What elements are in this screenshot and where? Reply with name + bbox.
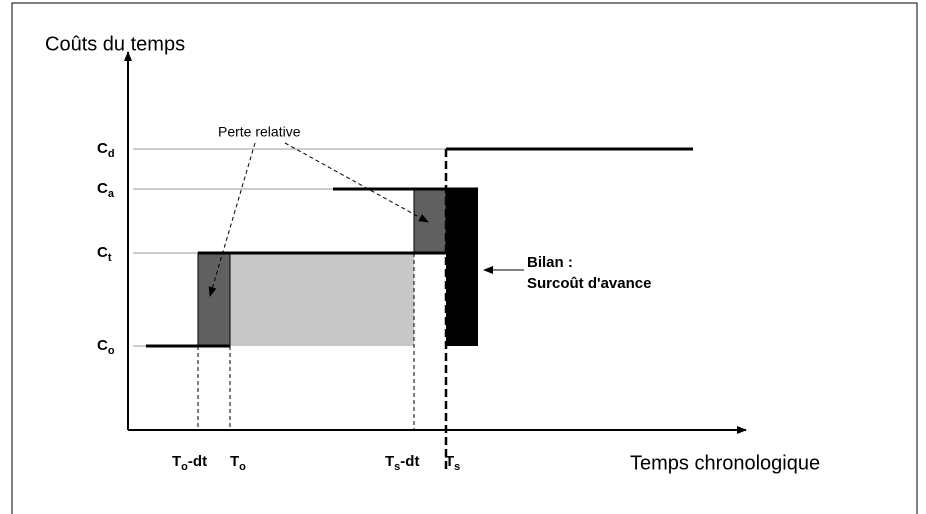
loss-area [413, 188, 447, 254]
label-sub: o [181, 461, 188, 473]
subscript-label: To-dt [172, 453, 207, 473]
balance-detail: Surcoût d'avance [527, 275, 651, 292]
balance-label: Bilan : [527, 254, 573, 271]
x-axis-label: Temps chronologique [630, 452, 820, 474]
loss-label: Perte relative [218, 124, 301, 140]
subscript-label: Ct [97, 244, 112, 264]
label-main: T [172, 453, 181, 470]
subscript-label: Ts-dt [385, 453, 419, 473]
loss-arrow [284, 142, 429, 223]
loss-area [197, 252, 231, 347]
label-main: T [385, 453, 394, 470]
label-sub: o [108, 345, 115, 357]
label-main: C [97, 337, 108, 354]
frame [11, 2, 918, 514]
label-sub: t [108, 252, 112, 264]
y-axis-label: Coûts du temps [45, 33, 185, 55]
label-sub: s [394, 461, 400, 473]
subscript-label: Co [97, 337, 115, 357]
label-suffix: -dt [400, 453, 419, 470]
time-lines [197, 253, 415, 430]
label-suffix: -dt [188, 453, 207, 470]
label-sub: a [108, 188, 115, 200]
label-sub: s [454, 461, 460, 473]
cost-area [230, 253, 414, 346]
loss-arrow [208, 142, 256, 297]
label-main: T [230, 453, 239, 470]
cost-lines [146, 147, 693, 348]
label-sub: o [239, 461, 246, 473]
subscript-label: Ts [445, 453, 460, 473]
label-main: C [97, 244, 108, 261]
label-sub: d [108, 148, 115, 160]
label-main: C [97, 140, 108, 157]
balance-area [446, 189, 478, 346]
label-main: T [445, 453, 454, 470]
subscript-label: To [230, 453, 246, 473]
subscript-label: Cd [97, 140, 115, 160]
subscript-label: Ca [97, 180, 115, 200]
label-main: C [97, 180, 108, 197]
